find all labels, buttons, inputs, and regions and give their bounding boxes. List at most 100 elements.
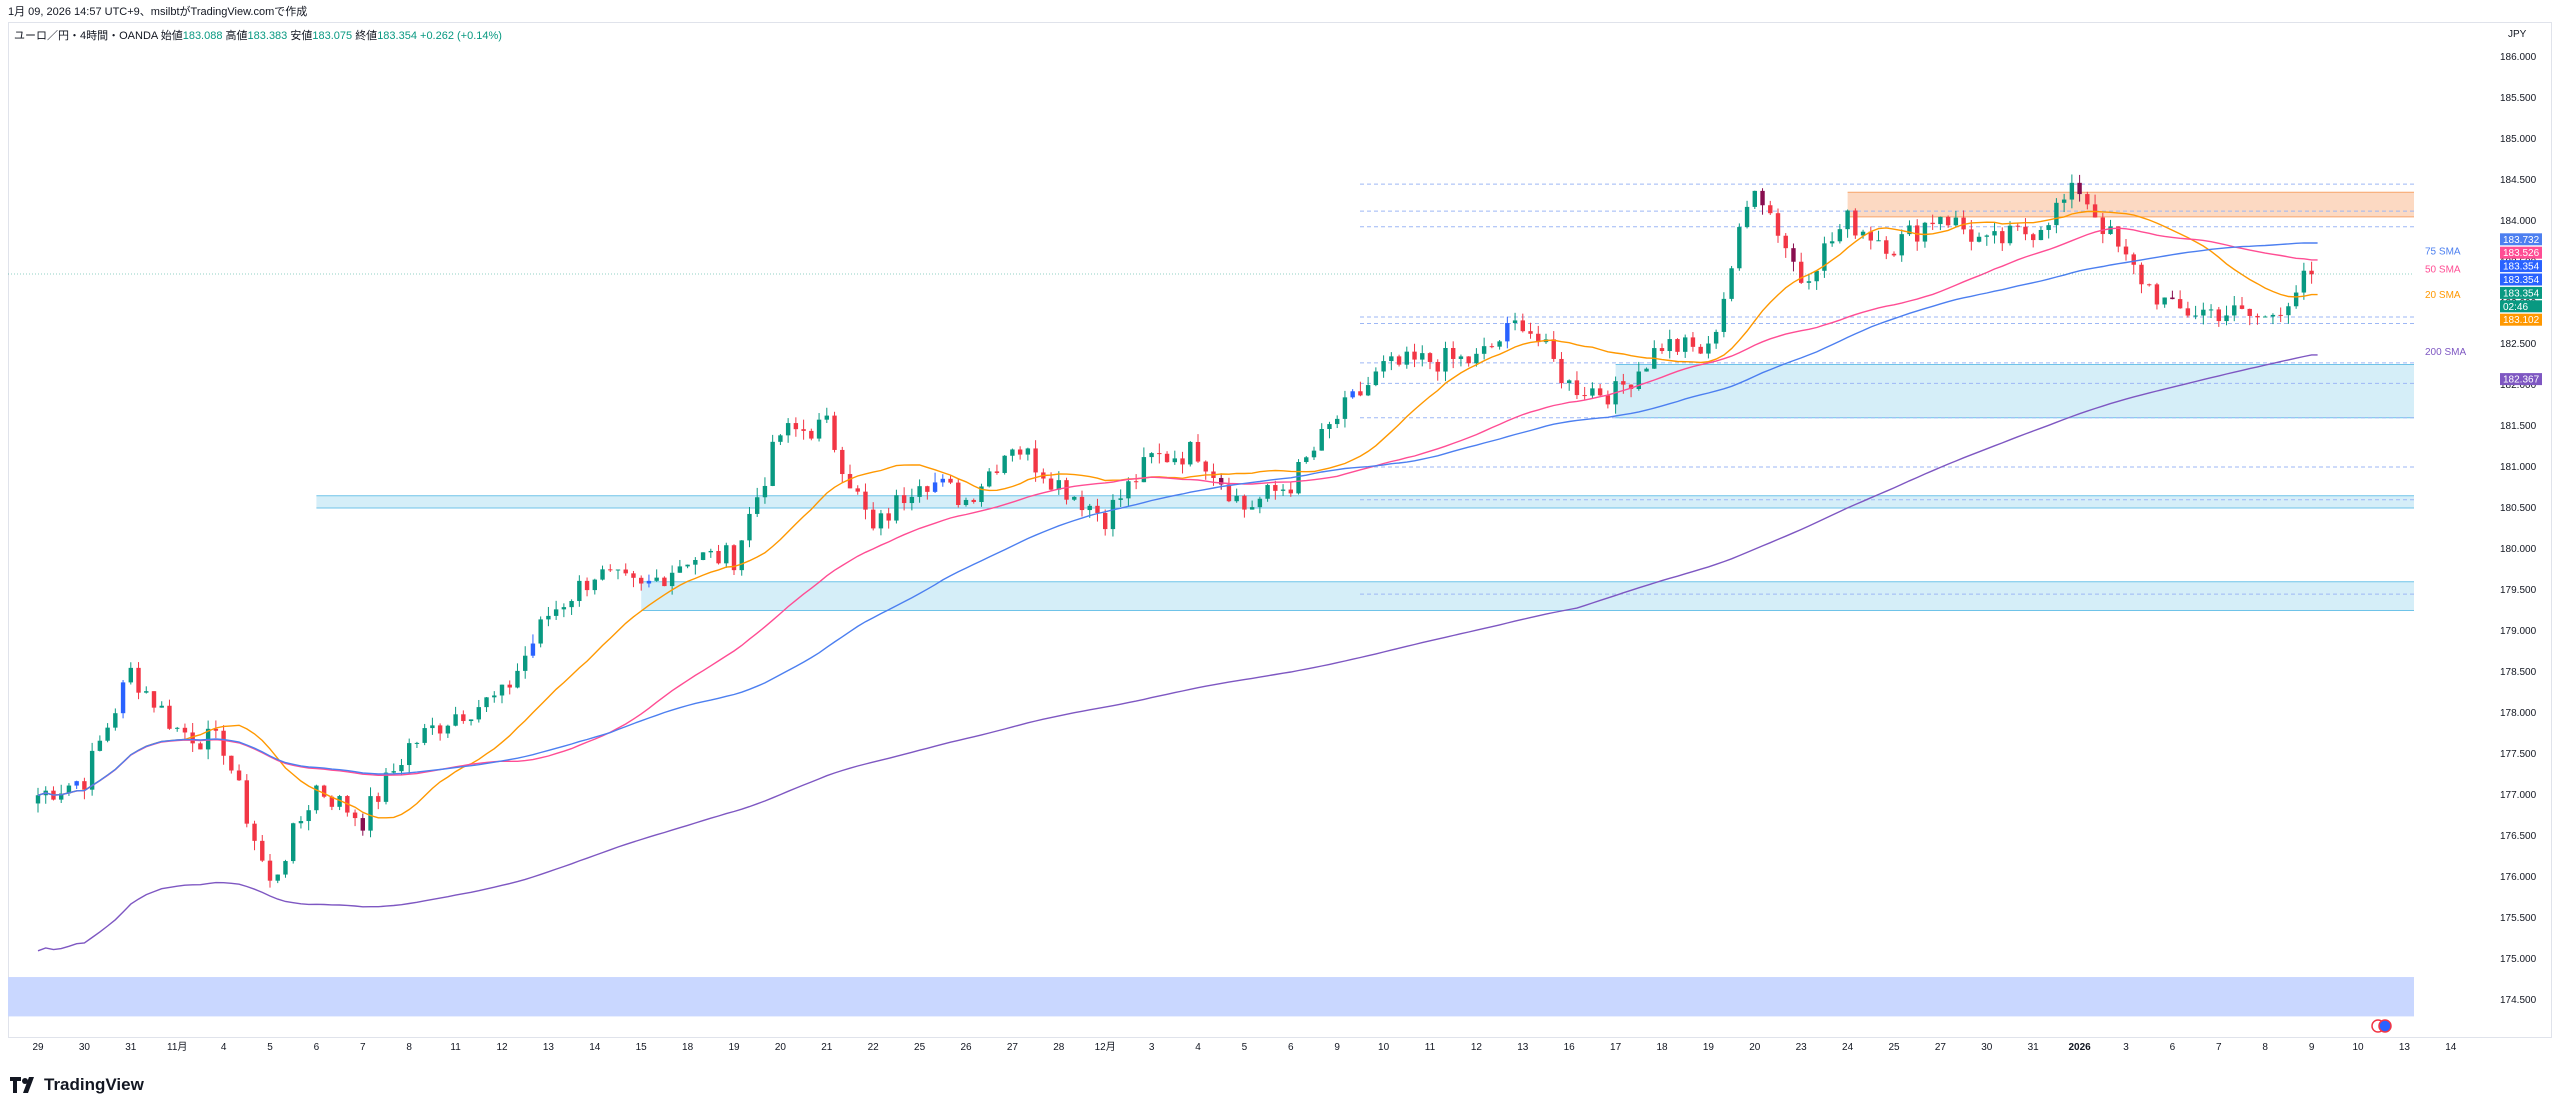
candle-body: [894, 495, 899, 521]
candle-body: [1690, 337, 1696, 347]
candle-body: [213, 728, 219, 731]
time-tick-label: 20: [1749, 1042, 1761, 1053]
candle-body: [1667, 339, 1672, 352]
symbol-name[interactable]: ユーロ／円・4時間・OANDA: [14, 30, 158, 42]
candle-body: [484, 697, 489, 708]
candle-body: [1845, 210, 1850, 230]
zone-rect: [8, 977, 2414, 1017]
candle-body: [1203, 461, 1208, 472]
candle-body: [314, 785, 319, 811]
candle-body: [1984, 235, 1989, 237]
candle-body: [1559, 358, 1564, 384]
candle-body: [1257, 498, 1263, 508]
candle-body: [1628, 384, 1634, 389]
time-tick-label: 19: [1703, 1042, 1715, 1053]
candle-body: [592, 579, 597, 591]
candle-body: [229, 755, 234, 771]
time-tick-label: 8: [2262, 1042, 2268, 1053]
price-axis: 186.000 185.500 185.000 184.500 184.000 183.5…: [2500, 52, 2537, 1006]
candle-body: [1876, 240, 1881, 242]
candle-body: [1025, 448, 1031, 455]
candle-body: [1752, 190, 1757, 207]
candle-body: [120, 682, 126, 714]
price-tick-label: 175.000: [2500, 954, 2537, 965]
tradingview-logo[interactable]: TradingView: [10, 1075, 144, 1095]
candle-body: [1536, 333, 1541, 343]
candle-body: [631, 573, 636, 578]
time-tick-label: 31: [125, 1042, 137, 1053]
candle-body: [639, 577, 644, 584]
candle-body: [445, 725, 451, 734]
candle-body: [987, 471, 992, 487]
price-tick-label: 186.000: [2500, 52, 2537, 63]
candle-body: [1381, 361, 1386, 372]
candle-body: [925, 486, 930, 492]
candle-body: [878, 513, 884, 529]
candle-body: [1319, 429, 1324, 451]
candle-body: [840, 449, 845, 475]
candle-body: [1783, 235, 1788, 249]
time-tick-label: 10: [2352, 1042, 2364, 1053]
candle-body: [979, 486, 984, 502]
candle-body: [948, 478, 953, 483]
currency-label[interactable]: JPY: [2508, 29, 2527, 40]
candle-body: [1636, 371, 1641, 389]
time-tick-label: 8: [406, 1042, 412, 1053]
candle-body: [2085, 194, 2090, 205]
time-tick-label: 20: [775, 1042, 787, 1053]
candle-body: [1451, 347, 1456, 359]
time-tick-label: 11: [1425, 1042, 1436, 1053]
candle-body: [669, 572, 675, 587]
time-tick-label: 25: [1888, 1042, 1900, 1053]
candle-body: [1814, 270, 1819, 282]
high-label: 高値: [225, 30, 248, 42]
candle-body: [1768, 205, 1773, 214]
candle-body: [1133, 481, 1139, 483]
price-tag-text: 182.367: [2503, 375, 2540, 386]
candle-body: [1064, 480, 1069, 500]
time-tick-label: 25: [914, 1042, 926, 1053]
candle-body: [1698, 346, 1703, 354]
open-value: 183.088: [182, 30, 223, 42]
time-tick-label: 5: [1242, 1042, 1248, 1053]
candle-body: [963, 499, 969, 505]
price-tag: [2500, 260, 2542, 273]
candle-body: [2015, 225, 2020, 227]
candle-body: [1505, 323, 1510, 342]
price-tag: [2500, 313, 2542, 326]
candle-body: [1010, 449, 1015, 456]
candle-body: [1110, 499, 1116, 530]
time-tick-label: 12: [1471, 1042, 1483, 1053]
candle-body: [600, 569, 605, 580]
candle-body: [399, 765, 404, 772]
candle-body: [1311, 450, 1317, 458]
candle-body: [1358, 391, 1363, 396]
candle-body: [97, 740, 103, 751]
time-tick-label: 4: [221, 1042, 227, 1053]
candle-body: [1497, 341, 1502, 347]
candle-body: [461, 714, 466, 722]
candle-body: [2293, 292, 2299, 307]
candle-body: [337, 796, 342, 807]
close-value: 183.354: [377, 30, 417, 42]
candle-body: [360, 818, 365, 831]
candle-body: [2224, 315, 2229, 322]
price-tick-label: 182.000: [2500, 380, 2537, 391]
price-tag: [2500, 300, 2542, 313]
candle-body: [507, 684, 512, 688]
candle-body: [1891, 253, 1897, 256]
time-tick-label: 3: [1149, 1042, 1155, 1053]
moving-averages-layer: [37, 210, 2318, 952]
ma-line-200-sma: [37, 354, 2318, 952]
candle-body: [708, 550, 713, 553]
candle-body: [2108, 226, 2113, 235]
candle-body: [82, 781, 87, 790]
candle-body: [1280, 489, 1286, 491]
candle-body: [291, 823, 296, 862]
ma-line-75-sma: [37, 242, 2318, 796]
ma-label: 75 SMA: [2425, 246, 2461, 257]
candle-body: [716, 550, 721, 564]
time-tick-label: 21: [821, 1042, 833, 1053]
candle-body: [1342, 397, 1348, 419]
